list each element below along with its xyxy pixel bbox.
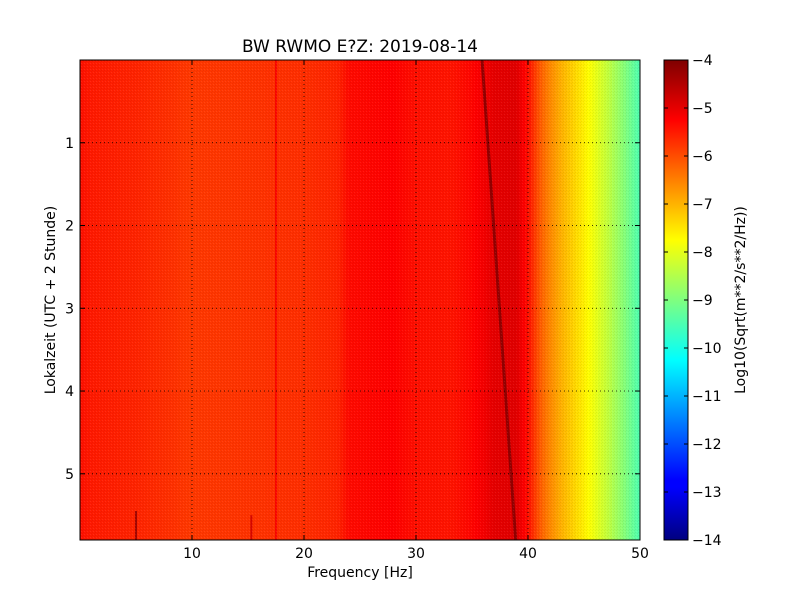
colorbar-label: Log10(Sqrt(m**2/s**2/Hz)) [733,206,749,394]
y-tick-label: 1 [65,136,74,152]
grid-lines [80,60,640,540]
plot-frame [79,59,641,541]
y-tick-label: 2 [65,219,74,235]
x-tick-label: 50 [631,546,649,562]
colorbar-ticks: −4 −5 −6 −7 −8 −9 −10 −11 −12 −13 −14 [664,53,722,549]
x-tick-label: 20 [295,546,313,562]
x-axis-label: Frequency [Hz] [307,565,413,581]
y-tick-label: 5 [65,467,74,483]
colorbar-tick-label: −10 [692,341,722,357]
heatmap-texture [80,60,640,540]
y-axis-label: Lokalzeit (UTC + 2 Stunde) [43,206,59,395]
colorbar-tick-label: −8 [692,245,713,261]
x-axis-ticks: 10 20 30 40 50 [183,60,649,562]
colorbar-tick-label: −6 [692,149,713,165]
colorbar-tick-label: −11 [692,389,722,405]
x-tick-label: 30 [407,546,425,562]
colorbar-tick-label: −5 [692,101,713,117]
x-tick-label: 10 [183,546,201,562]
plot-area [80,60,640,540]
colorbar-tick-label: −12 [692,437,722,453]
colorbar-tick-label: −13 [692,485,722,501]
chart-title: BW RWMO E?Z: 2019-08-14 [242,37,478,57]
x-tick-label: 40 [519,546,537,562]
colorbar-tick-label: −4 [692,53,713,69]
y-axis-ticks: 1 2 3 4 5 [65,136,640,483]
y-tick-label: 3 [65,301,74,317]
colorbar-tick-label: −14 [692,533,722,549]
y-tick-label: 4 [65,384,74,400]
colorbar: −4 −5 −6 −7 −8 −9 −10 −11 −12 −13 −14 Log10(Sqrt(m… [663,53,749,549]
colorbar-tick-label: −9 [692,293,713,309]
colorbar-tick-label: −7 [692,197,713,213]
